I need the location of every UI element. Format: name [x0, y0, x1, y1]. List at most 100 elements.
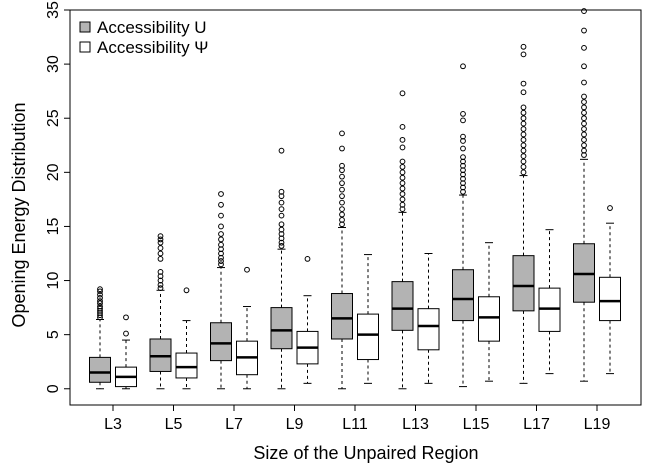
outlier-point [339, 206, 345, 213]
y-tick-label: 5 [45, 330, 62, 339]
outlier-point [157, 250, 164, 257]
box-body [331, 293, 353, 340]
box-0-2 [210, 191, 232, 390]
outlier-point [157, 236, 164, 243]
outlier-point [218, 258, 224, 264]
outlier-point [520, 164, 527, 170]
outlier-point [278, 206, 285, 213]
outlier-point [520, 153, 527, 159]
outlier-point [520, 142, 527, 149]
outlier-point [218, 223, 224, 230]
legend-label-accessibility-psi: Accessibility Ψ [97, 38, 209, 57]
outlier-point [339, 217, 345, 223]
outlier-point [581, 27, 587, 34]
outlier-point [339, 211, 345, 218]
box-1-4 [357, 254, 379, 384]
outlier-point [607, 205, 613, 211]
outlier-point [278, 243, 285, 249]
outlier-point [520, 51, 527, 58]
outlier-point [244, 266, 250, 273]
box-0-6 [452, 63, 474, 388]
outlier-point [581, 109, 587, 116]
outlier-point [520, 120, 527, 127]
outlier-point [460, 63, 466, 70]
outlier-point [581, 142, 587, 149]
outlier-point [581, 104, 587, 111]
legend-swatch-accessibility-psi [79, 41, 91, 53]
outlier-point [97, 291, 103, 298]
outlier-point [278, 212, 285, 219]
outlier-point [460, 154, 466, 161]
x-tick-label: L15 [463, 416, 490, 433]
outlier-point [581, 136, 587, 143]
outlier-point [339, 180, 345, 187]
outlier-point [520, 80, 527, 87]
box-body [175, 352, 198, 379]
outlier-point [278, 147, 285, 154]
outlier-point [520, 109, 527, 116]
outlier-point [399, 191, 406, 197]
box-1-2 [236, 266, 258, 390]
outlier-point [97, 294, 103, 301]
legend-swatch-accessibility-u [79, 21, 91, 33]
box-0-7 [512, 43, 535, 384]
outlier-point [520, 126, 527, 132]
outlier-point [399, 180, 406, 187]
outlier-point [581, 126, 587, 132]
outlier-point [581, 115, 587, 122]
outlier-point [278, 221, 285, 228]
x-axis-label: Size of the Unpaired Region [253, 443, 478, 463]
outlier-point [520, 115, 527, 122]
box-1-0 [115, 314, 137, 390]
outlier-point [399, 164, 406, 170]
box-body [270, 307, 293, 350]
outlier-point [460, 145, 466, 152]
outlier-point [520, 136, 527, 143]
box-body [391, 281, 414, 331]
outlier-point [157, 239, 164, 246]
outlier-point [218, 212, 224, 219]
outlier-point [97, 303, 103, 310]
outlier-point [278, 188, 285, 195]
x-axis: L3 L5 L7 L9 L11 L13 L15 L17 L19 [104, 405, 610, 433]
x-tick-label: L7 [225, 416, 243, 433]
y-tick-label: 15 [45, 217, 62, 235]
outlier-point [460, 110, 466, 117]
box-body [599, 276, 621, 322]
box-body [417, 308, 440, 351]
outlier-point [97, 286, 103, 293]
outlier-point [581, 79, 587, 86]
outlier-point [399, 169, 406, 176]
legend-label-accessibility-u: Accessibility U [97, 18, 207, 37]
outlier-point [278, 199, 285, 206]
outlier-point [581, 44, 587, 51]
y-tick-label: 25 [45, 109, 62, 127]
box-0-0 [89, 286, 111, 390]
x-tick-label: L9 [286, 416, 304, 433]
outlier-point [218, 261, 224, 268]
box-0-4 [331, 130, 353, 390]
outlier-point [581, 93, 587, 100]
outlier-point [520, 43, 527, 50]
legend: Accessibility U Accessibility Ψ [79, 18, 209, 57]
outlier-point [123, 314, 129, 321]
outlier-point [399, 185, 406, 192]
outlier-point [520, 169, 527, 176]
outlier-point [339, 162, 345, 169]
outlier-point [339, 145, 345, 152]
y-tick-label: 10 [45, 272, 62, 290]
y-tick-label: 20 [45, 163, 62, 181]
outlier-point [581, 131, 587, 138]
y-tick-label: 35 [45, 1, 62, 19]
box-0-3 [270, 147, 293, 390]
outlier-point [399, 174, 406, 181]
x-tick-label: L3 [104, 416, 122, 433]
box-body [210, 322, 232, 362]
outlier-point [339, 130, 345, 137]
outlier-point [97, 288, 103, 295]
outlier-point [157, 233, 164, 240]
x-tick-label: L5 [165, 416, 183, 433]
outlier-point [399, 136, 406, 143]
outlier-point [581, 8, 587, 14]
